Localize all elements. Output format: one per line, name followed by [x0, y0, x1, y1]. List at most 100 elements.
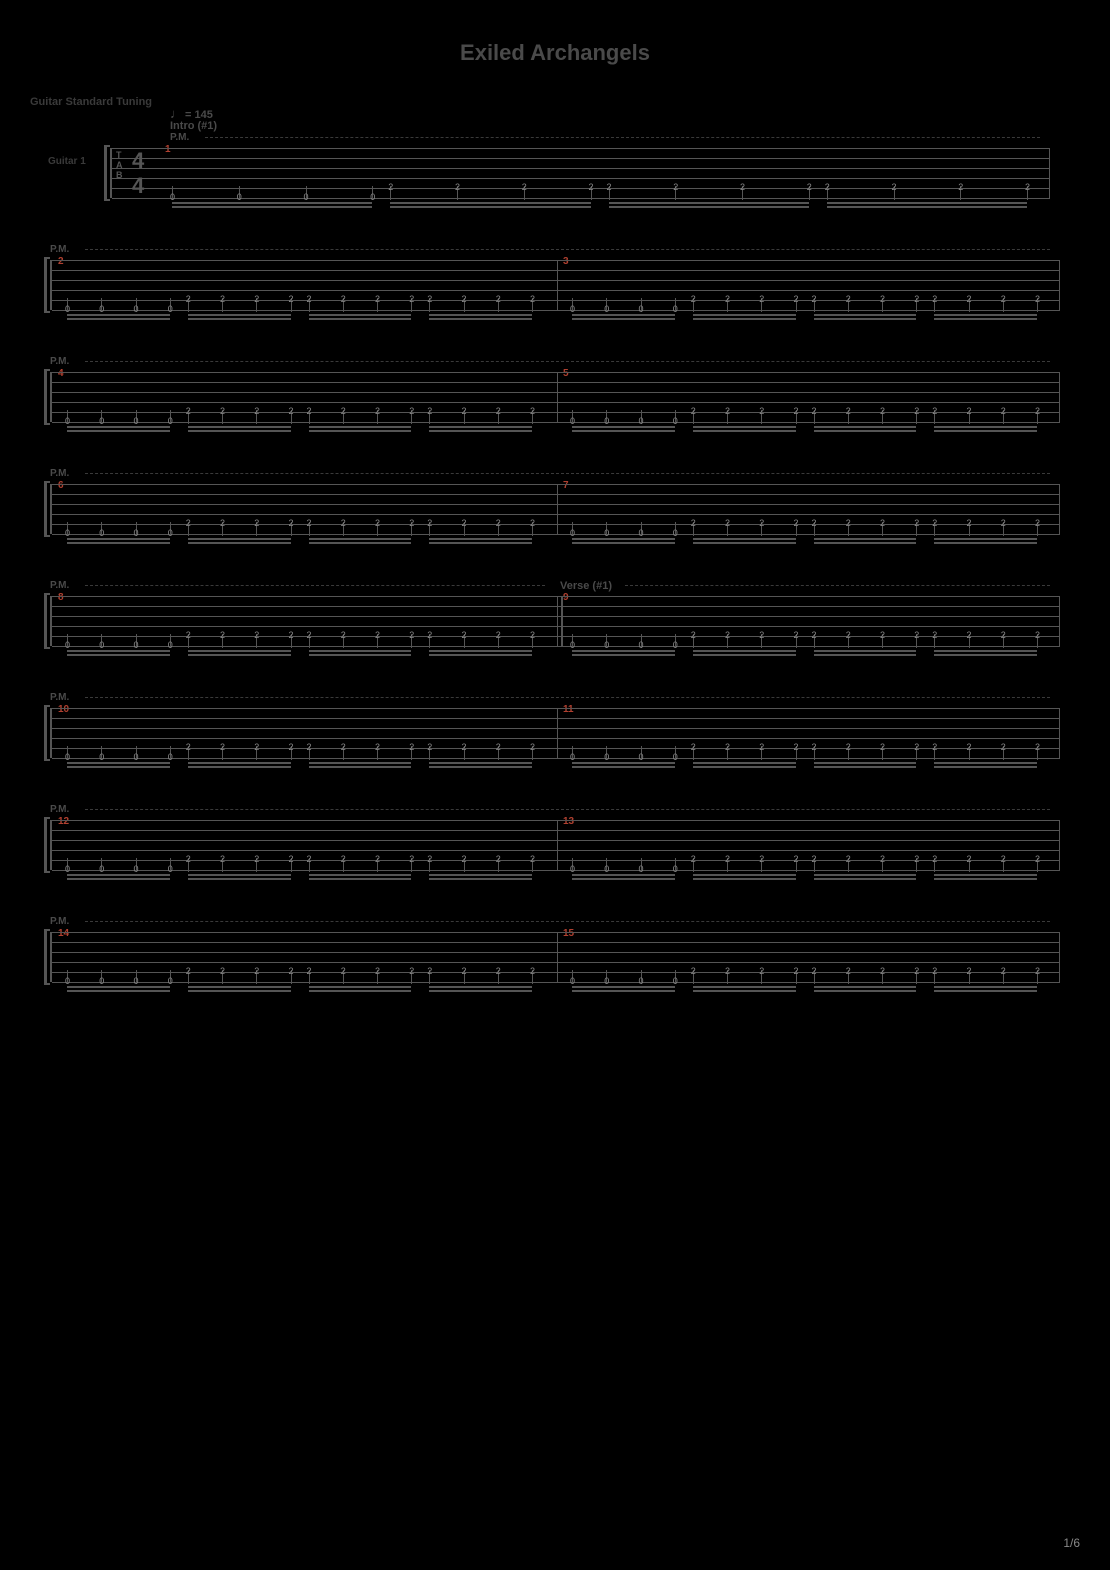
fret-number: 2 [462, 630, 467, 640]
fret-number: 2 [759, 966, 764, 976]
beams [52, 312, 1060, 324]
palm-mute-dash [85, 809, 1050, 810]
fret-number: 2 [691, 406, 696, 416]
beam-group [934, 312, 1037, 324]
fret-number: 2 [759, 294, 764, 304]
palm-mute-label: P.M. [50, 916, 69, 927]
beam-group [934, 424, 1037, 436]
beam-group [934, 536, 1037, 548]
barline [1049, 148, 1050, 198]
fret-number: 2 [496, 518, 501, 528]
tab-line [52, 830, 1060, 831]
barline [557, 820, 558, 870]
beam-group [814, 760, 917, 772]
fret-number: 2 [725, 854, 730, 864]
fret-number: 2 [220, 854, 225, 864]
fret-number: 2 [1025, 182, 1030, 192]
tab-line [52, 382, 1060, 383]
fret-number: 2 [341, 742, 346, 752]
fret-number: 2 [1001, 966, 1006, 976]
fret-number: 2 [759, 742, 764, 752]
tempo-marking: = 145 [170, 106, 213, 121]
fret-number: 2 [725, 630, 730, 640]
fret-number: 0 [639, 640, 644, 650]
barline [1059, 596, 1060, 646]
fret-number: 0 [639, 752, 644, 762]
fret-number: 2 [794, 630, 799, 640]
tab-system: P.M.141500002222222222220000222222222222 [50, 932, 1080, 1012]
barline [1059, 484, 1060, 534]
fret-number: 2 [725, 518, 730, 528]
fret-number: 2 [409, 518, 414, 528]
beam-group [827, 200, 1027, 212]
fret-number: 2 [846, 518, 851, 528]
beam-group [693, 872, 796, 884]
fret-number: 2 [186, 742, 191, 752]
fret-number: 2 [307, 742, 312, 752]
fret-number: 0 [639, 304, 644, 314]
beams [52, 424, 1060, 436]
tab-line [112, 198, 1050, 199]
tab-system: = 145Guitar 1Intro (#1)P.M.1TAB440000222… [110, 148, 1080, 228]
fret-number: 2 [522, 182, 527, 192]
fret-number: 2 [409, 966, 414, 976]
beam-group [814, 984, 917, 996]
fret-number: 2 [967, 630, 972, 640]
fret-number: 2 [812, 294, 817, 304]
fret-number: 2 [427, 854, 432, 864]
palm-mute-dash [85, 361, 1050, 362]
beams [52, 760, 1060, 772]
fret-number: 2 [1035, 742, 1040, 752]
barline [1059, 820, 1060, 870]
tab-staff: 00002222222222220000222222222222 [50, 596, 1060, 646]
fret-number: 0 [170, 192, 175, 202]
fret-number: 2 [932, 406, 937, 416]
beam-group [693, 424, 796, 436]
fret-number: 2 [846, 294, 851, 304]
fret-number: 2 [967, 406, 972, 416]
fret-number: 2 [691, 630, 696, 640]
fret-number: 2 [794, 518, 799, 528]
beams [52, 872, 1060, 884]
beam-group [572, 760, 675, 772]
palm-mute-dash [85, 585, 545, 586]
beam-group [814, 536, 917, 548]
tab-staff: 00002222222222220000222222222222 [50, 372, 1060, 422]
tab-line [52, 626, 1060, 627]
fret-number: 2 [1001, 742, 1006, 752]
fret-number: 2 [759, 518, 764, 528]
fret-number: 0 [570, 864, 575, 874]
barline [557, 260, 558, 310]
fret-number: 2 [691, 294, 696, 304]
beam-group [814, 648, 917, 660]
song-title: Exiled Archangels [30, 40, 1080, 66]
fret-number: 0 [604, 752, 609, 762]
fret-number: 2 [462, 406, 467, 416]
fret-number: 2 [846, 966, 851, 976]
fret-number: 2 [341, 294, 346, 304]
fret-number: 2 [186, 294, 191, 304]
fret-number: 2 [530, 630, 535, 640]
tab-line [52, 870, 1060, 871]
tab-line [52, 636, 1060, 637]
fret-number: 2 [812, 966, 817, 976]
system-bracket [44, 257, 50, 313]
fret-number: 2 [462, 294, 467, 304]
fret-number: 2 [794, 294, 799, 304]
fret-number: 2 [880, 742, 885, 752]
fret-number: 2 [607, 182, 612, 192]
tab-systems-container: = 145Guitar 1Intro (#1)P.M.1TAB440000222… [30, 148, 1080, 1012]
fret-number: 2 [1035, 406, 1040, 416]
fret-number: 2 [462, 742, 467, 752]
fret-number: 0 [304, 192, 309, 202]
beam-group [934, 648, 1037, 660]
fret-number: 2 [254, 854, 259, 864]
fret-number: 2 [794, 854, 799, 864]
beam-group [814, 872, 917, 884]
tab-line [52, 942, 1060, 943]
fret-number: 2 [1035, 630, 1040, 640]
fret-number: 2 [932, 742, 937, 752]
fret-number: 2 [759, 630, 764, 640]
palm-mute-dash [205, 137, 1040, 138]
tab-line [52, 606, 1060, 607]
